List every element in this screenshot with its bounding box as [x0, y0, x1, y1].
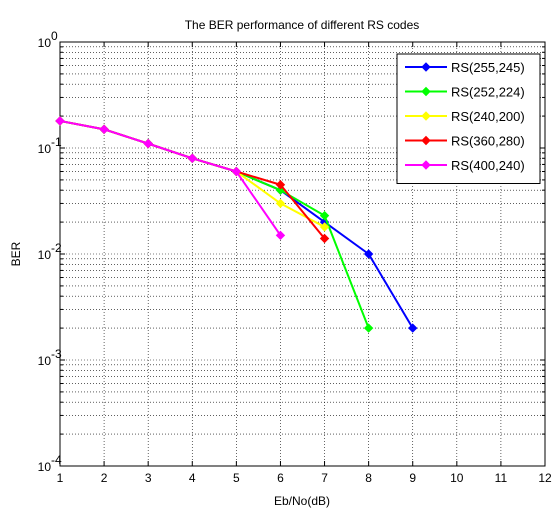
x-tick-label: 1 [57, 471, 64, 485]
data-point [99, 124, 109, 135]
y-tick-label: 10 -3 [38, 347, 62, 368]
data-point [275, 198, 286, 209]
x-tick-label: 8 [365, 471, 372, 485]
data-point [319, 222, 330, 232]
data-point [55, 116, 65, 126]
legend-box [396, 53, 541, 184]
x-tick-label: 5 [233, 471, 240, 485]
series-lines [55, 116, 418, 333]
data-point [408, 323, 418, 333]
legend-label: RS(240,200) [451, 109, 525, 124]
chart-title: The BER performance of different RS code… [185, 18, 420, 32]
legend-swatch-marker [421, 62, 431, 72]
y-tick-base: 10 [38, 460, 52, 474]
data-point [363, 323, 374, 333]
legend-swatch-marker [421, 135, 431, 146]
data-point [275, 180, 286, 190]
y-tick-label: 10 0 [38, 29, 58, 50]
y-tick-exponent: -4 [51, 453, 62, 467]
y-tick-base: 10 [38, 354, 52, 368]
y-tick-exponent: -2 [51, 241, 62, 255]
legend-label: RS(255,245) [451, 60, 525, 75]
data-point [319, 210, 330, 221]
y-tick-label: 10 -1 [38, 135, 62, 156]
legend-label: RS(360,280) [451, 134, 525, 149]
y-tick-label: 10 -4 [38, 453, 62, 474]
data-point [143, 138, 153, 149]
x-tick-label: 7 [321, 471, 328, 485]
data-point [363, 249, 374, 259]
data-point [275, 230, 286, 241]
legend-label: RS(252,224) [451, 85, 525, 100]
series-line [59, 119, 282, 236]
legend-swatch-marker [421, 86, 431, 97]
y-tick-exponent: -1 [51, 135, 62, 149]
x-tick-label: 10 [450, 471, 464, 485]
x-tick-label: 3 [145, 471, 152, 485]
y-axis-label: BER [9, 241, 23, 266]
y-tick-exponent: 0 [51, 29, 58, 43]
data-point [187, 153, 197, 163]
x-tick-label: 2 [101, 471, 108, 485]
y-tick-base: 10 [38, 248, 52, 262]
x-tick-label: 11 [495, 471, 508, 485]
y-tick-base: 10 [38, 36, 52, 50]
data-point [319, 233, 330, 244]
legend: RS(255,245) RS(252,224) RS(240,200) RS(360,… [396, 53, 541, 184]
legend-entry: RS(252,224) [405, 85, 525, 100]
legend-entry: RS(400,240) [405, 158, 525, 173]
x-tick-label: 4 [189, 471, 196, 485]
y-tick-base: 10 [38, 142, 52, 156]
legend-label: RS(400,240) [451, 158, 525, 173]
y-tick-label: 10 -2 [38, 241, 62, 262]
x-tick-label: 6 [277, 471, 284, 485]
x-tick-label: 9 [409, 471, 416, 485]
x-tick-label: 12 [538, 471, 552, 485]
y-tick-exponent: -3 [51, 347, 62, 361]
legend-entry: RS(360,280) [405, 134, 525, 149]
data-point [231, 166, 242, 177]
legend-swatch-marker [421, 160, 431, 170]
x-axis-label: Eb/No(dB) [274, 494, 330, 508]
legend-entry: RS(240,200) [405, 109, 525, 124]
legend-entry: RS(255,245) [405, 60, 525, 75]
legend-swatch-marker [421, 111, 431, 121]
